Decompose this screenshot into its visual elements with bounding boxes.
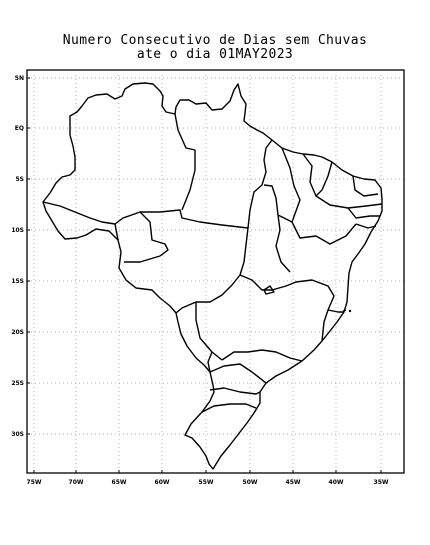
state-boundary: [352, 175, 379, 197]
longitude-labels: 75W 70W 65W 60W 55W 50W 45W 40W 35W: [27, 479, 389, 486]
lon-label: 75W: [27, 479, 42, 486]
lon-label: 40W: [329, 479, 344, 486]
map-frame: [26, 69, 405, 474]
state-boundary: [207, 351, 267, 384]
lon-label: 35W: [374, 479, 389, 486]
lat-label: 15S: [11, 278, 24, 285]
title-line-1: Numero Consecutivo de Dias sem Chuvas: [62, 33, 368, 48]
lat-label: 5S: [16, 176, 25, 183]
lat-label: 30S: [11, 431, 24, 438]
lon-label: 55W: [199, 479, 214, 486]
brazil-map: [42, 82, 383, 470]
state-boundary: [263, 285, 275, 295]
lat-label: 5N: [15, 75, 24, 82]
state-boundary: [201, 403, 257, 413]
state-boundary: [347, 207, 380, 219]
lat-label: EQ: [15, 125, 24, 132]
tick-marks: [27, 77, 382, 473]
brazil-outline: [42, 82, 383, 470]
lat-label: 20S: [11, 329, 24, 336]
state-boundary: [209, 387, 261, 395]
state-boundary: [195, 302, 223, 361]
state-boundary: [342, 309, 347, 312]
grid-lines: [27, 75, 404, 473]
state-boundary: [355, 223, 377, 229]
state-boundary: [277, 214, 357, 245]
state-boundary: [239, 274, 335, 342]
lon-label: 60W: [155, 479, 170, 486]
coastal-island-marker: [348, 309, 352, 313]
state-boundary: [315, 195, 383, 209]
lon-label: 70W: [69, 479, 84, 486]
state-boundary: [124, 211, 169, 263]
state-boundary: [221, 349, 303, 362]
state-boundary: [42, 201, 249, 229]
lon-label: 50W: [243, 479, 258, 486]
state-boundary: [247, 139, 273, 229]
state-boundary: [281, 147, 301, 223]
state-boundary: [175, 227, 249, 314]
state-boundary: [327, 309, 344, 313]
state-boundary: [263, 184, 291, 273]
state-boundary: [174, 113, 196, 211]
lon-label: 65W: [112, 479, 127, 486]
map-title: Numero Consecutivo de Dias sem Chuvas at…: [0, 34, 430, 62]
lon-label: 45W: [286, 479, 301, 486]
latitude-labels: 5N EQ 5S 10S 15S 20S 25S 30S: [11, 75, 24, 438]
title-line-2: ate o dia 01MAY2023: [136, 47, 294, 62]
state-boundary: [114, 223, 119, 241]
lat-label: 25S: [11, 380, 24, 387]
lat-label: 10S: [11, 227, 24, 234]
